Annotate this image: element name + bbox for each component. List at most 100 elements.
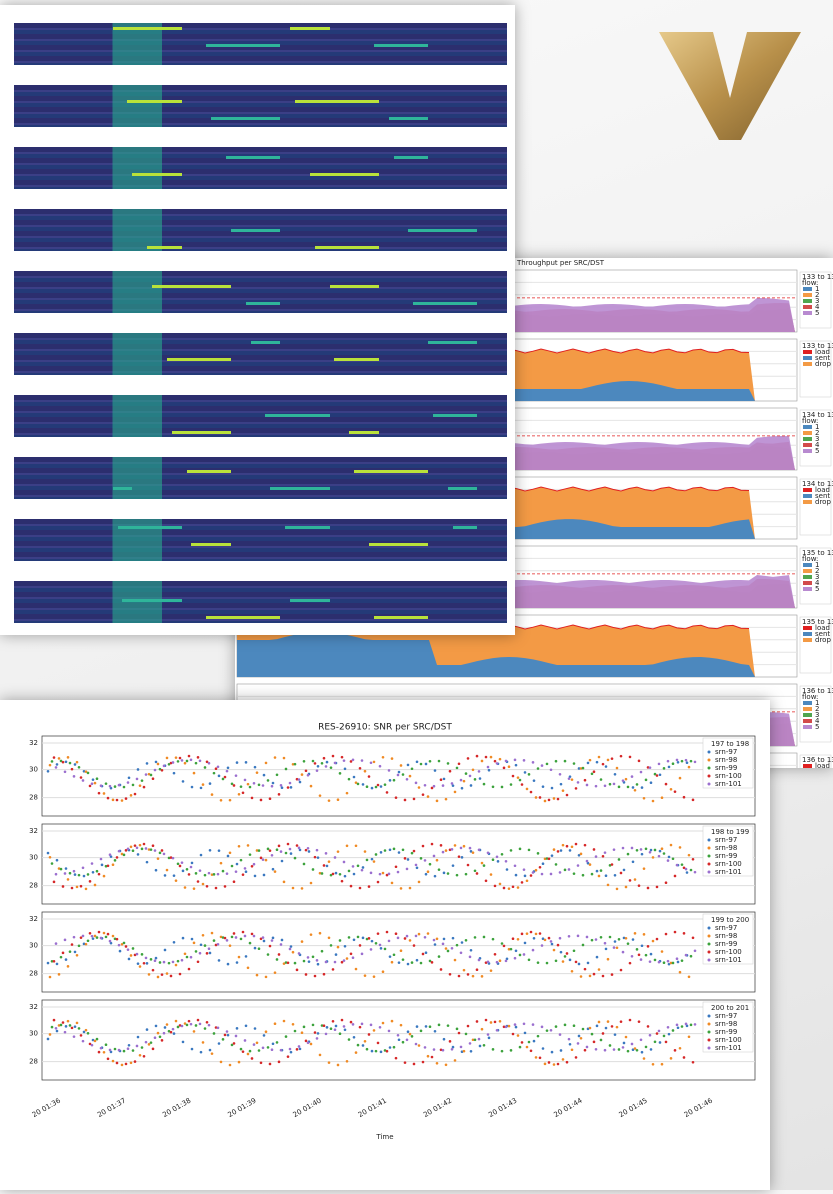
scatter-dot bbox=[424, 784, 427, 787]
scatter-dot bbox=[191, 862, 194, 865]
scatter-dot bbox=[155, 869, 158, 872]
scatter-dot bbox=[245, 761, 248, 764]
scatter-dot bbox=[398, 961, 401, 964]
scatter-dot bbox=[551, 943, 554, 946]
scatter-dot bbox=[182, 870, 185, 873]
scatter-dot bbox=[271, 785, 274, 788]
logo bbox=[655, 28, 805, 143]
scatter-dot bbox=[357, 783, 360, 786]
scatter-dot bbox=[163, 1032, 166, 1035]
scatter-dot bbox=[215, 767, 218, 770]
scatter-dot bbox=[474, 936, 477, 939]
legend-label: srn-98 bbox=[715, 932, 737, 940]
scatter-dot bbox=[361, 953, 364, 956]
legend-title: 199 to 200 bbox=[711, 916, 749, 924]
scatter-dot bbox=[668, 766, 671, 769]
scatter-dot bbox=[413, 944, 416, 947]
scatter-dot bbox=[685, 954, 688, 957]
scatter-dot bbox=[550, 940, 553, 943]
scatter-dot bbox=[152, 777, 155, 780]
scatter-dot bbox=[67, 756, 70, 759]
scatter-dot bbox=[305, 769, 308, 772]
scatter-dot bbox=[672, 762, 675, 765]
scatter-dot bbox=[242, 931, 245, 934]
scatter-dot bbox=[206, 952, 209, 955]
y-tick-label: 32 bbox=[29, 1003, 38, 1011]
scatter-dot bbox=[136, 1045, 139, 1048]
scatter-dot bbox=[472, 768, 475, 771]
scatter-dot bbox=[586, 784, 589, 787]
legend-swatch bbox=[803, 713, 812, 717]
scatter-dot bbox=[674, 931, 677, 934]
scatter-dot bbox=[199, 869, 202, 872]
scatter-dot bbox=[445, 798, 448, 801]
scatter-dot bbox=[377, 881, 380, 884]
scatter-dot bbox=[276, 958, 279, 961]
scatter-dot bbox=[195, 872, 198, 875]
scatter-dot bbox=[479, 1045, 482, 1048]
legend-label: 5 bbox=[815, 447, 819, 455]
scatter-dot bbox=[226, 1030, 229, 1033]
scatter-dot bbox=[373, 1029, 376, 1032]
scatter-dot bbox=[613, 1048, 616, 1051]
scatter-dot bbox=[505, 860, 508, 863]
scatter-dot bbox=[541, 944, 544, 947]
scatter-dot bbox=[55, 873, 58, 876]
scatter-dot bbox=[209, 849, 212, 852]
scatter-dot bbox=[116, 1062, 119, 1065]
legend-marker bbox=[708, 783, 711, 786]
scatter-dot bbox=[616, 767, 619, 770]
scatter-dot bbox=[620, 755, 623, 758]
scatter-dot bbox=[271, 854, 274, 857]
scatter-dot bbox=[503, 945, 506, 948]
scatter-dot bbox=[281, 786, 284, 789]
scatter-dot bbox=[197, 756, 200, 759]
scatter-dot bbox=[434, 1030, 437, 1033]
scatter-dot bbox=[433, 939, 436, 942]
scatter-dot bbox=[679, 777, 682, 780]
legend-marker bbox=[708, 855, 711, 858]
scatter-dot bbox=[418, 933, 421, 936]
scatter-dot bbox=[515, 874, 518, 877]
scatter-dot bbox=[249, 853, 252, 856]
scatter-dot bbox=[348, 870, 351, 873]
scatter-dot bbox=[568, 935, 571, 938]
scatter-dot bbox=[339, 939, 342, 942]
scatter-dot bbox=[316, 959, 319, 962]
scatter-dot bbox=[584, 844, 587, 847]
scatter-dot bbox=[424, 1046, 427, 1049]
scatter-dot bbox=[564, 1024, 567, 1027]
scatter-dot bbox=[571, 778, 574, 781]
scatter-dot bbox=[100, 1047, 103, 1050]
scatter-dot bbox=[605, 874, 608, 877]
scatter-dot bbox=[454, 791, 457, 794]
scatter-dot bbox=[283, 757, 286, 760]
plot-frame bbox=[42, 912, 755, 992]
scatter-dot bbox=[589, 759, 592, 762]
scatter-dot bbox=[339, 772, 342, 775]
scatter-dot bbox=[161, 849, 164, 852]
scatter-dot bbox=[550, 768, 553, 771]
scatter-dot bbox=[451, 848, 454, 851]
scatter-dot bbox=[674, 790, 677, 793]
scatter-dot bbox=[519, 848, 522, 851]
scatter-dot bbox=[539, 932, 542, 935]
scatter-dot bbox=[452, 937, 455, 940]
legend-label: srn-99 bbox=[715, 852, 737, 860]
scatter-dot bbox=[186, 1024, 189, 1027]
scatter-dot bbox=[380, 851, 383, 854]
scatter-dot bbox=[350, 953, 353, 956]
scatter-dot bbox=[595, 938, 598, 941]
scatter-dot bbox=[568, 868, 571, 871]
scatter-dot bbox=[344, 767, 347, 770]
scatter-dot bbox=[80, 776, 83, 779]
scatter-dot bbox=[688, 766, 691, 769]
scatter-dot bbox=[134, 1060, 137, 1063]
scatter-dot bbox=[236, 863, 239, 866]
scatter-dot bbox=[546, 962, 549, 965]
scatter-dot bbox=[596, 956, 599, 959]
scatter-dot bbox=[202, 1041, 205, 1044]
scatter-dot bbox=[389, 779, 392, 782]
scatter-dot bbox=[641, 944, 644, 947]
scatter-dot bbox=[269, 849, 272, 852]
